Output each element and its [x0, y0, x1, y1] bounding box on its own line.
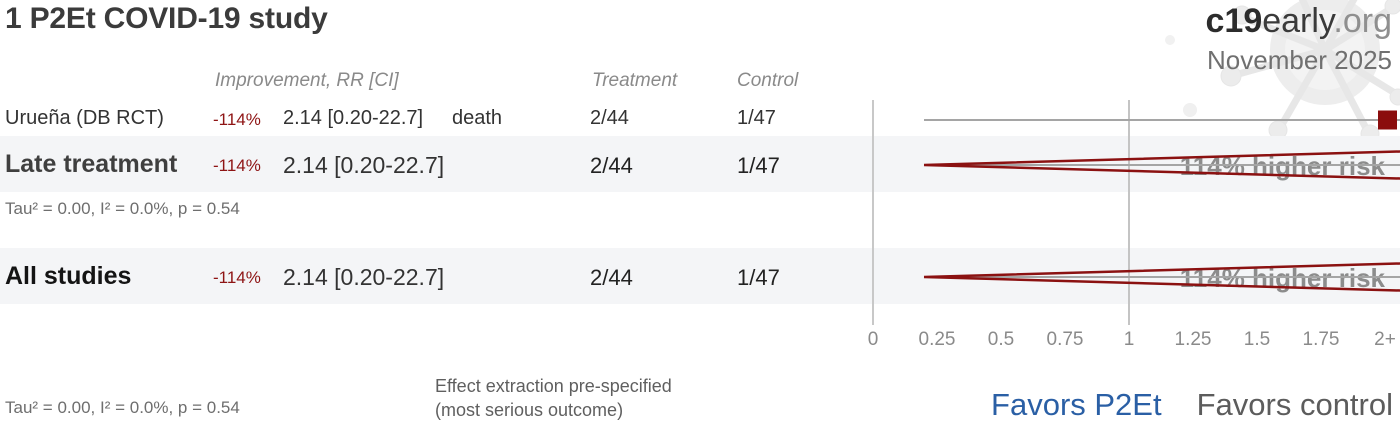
study-name-link[interactable]: Urueña (DB RCT)	[5, 107, 164, 129]
late-improvement-value: -114%	[213, 156, 261, 175]
all-improvement-value: -114%	[213, 268, 261, 287]
axis-tick-1: 1	[1123, 329, 1135, 350]
report-date: November 2025	[1207, 45, 1392, 75]
late-rr-ci-value: 2.14 [0.20-22.7]	[283, 152, 445, 178]
column-header-treatment: Treatment	[592, 70, 678, 91]
axis-tick-125: 1.25	[1174, 329, 1212, 350]
study-outcome-label: death	[452, 107, 503, 129]
site-logo-org: .org	[1333, 2, 1392, 40]
favors-treatment-label: Favors P2Et	[991, 387, 1162, 422]
site-logo[interactable]: c19early.org	[1206, 2, 1393, 41]
axis-tick-0: 0	[867, 329, 879, 350]
study-improvement-value: -114%	[213, 110, 261, 129]
axis-tick-175: 1.75	[1302, 329, 1340, 350]
axis-tick-15: 1.5	[1243, 329, 1271, 350]
study-point-square	[1378, 110, 1397, 130]
all-studies-label: All studies	[5, 262, 132, 290]
effect-extraction-note: Effect extraction pre-specified (most se…	[435, 374, 672, 422]
column-header-improvement: Improvement, RR [CI]	[215, 70, 399, 91]
favors-legend: Favors P2Et Favors control	[991, 387, 1393, 423]
overall-heterogeneity-stats: Tau² = 0.00, I² = 0.0%, p = 0.54	[5, 398, 240, 417]
site-logo-c19: c19	[1205, 2, 1263, 40]
late-control-events: 1/47	[737, 153, 780, 178]
late-heterogeneity-stats: Tau² = 0.00, I² = 0.0%, p = 0.54	[5, 199, 240, 218]
all-treatment-events: 2/44	[590, 265, 633, 290]
axis-tick-2plus: 2+	[1374, 329, 1396, 350]
axis-tick-05: 0.5	[987, 329, 1015, 350]
late-effect-annotation: 114% higher risk	[1179, 151, 1385, 181]
study-treatment-events: 2/44	[590, 107, 629, 129]
favors-control-label: Favors control	[1196, 387, 1393, 422]
site-logo-early: early	[1262, 2, 1334, 40]
column-header-control: Control	[737, 70, 799, 91]
all-rr-ci-value: 2.14 [0.20-22.7]	[283, 264, 445, 290]
axis-tick-025: 0.25	[918, 329, 956, 350]
study-control-events: 1/47	[737, 107, 776, 129]
all-effect-annotation: 114% higher risk	[1179, 263, 1385, 293]
page-title: 1 P2Et COVID-19 study	[5, 2, 328, 35]
effect-extraction-note-line2: (most serious outcome)	[435, 400, 624, 420]
axis-tick-075: 0.75	[1046, 329, 1084, 350]
study-rr-ci-value: 2.14 [0.20-22.7]	[283, 107, 424, 129]
effect-extraction-note-line1: Effect extraction pre-specified	[435, 376, 672, 396]
all-control-events: 1/47	[737, 265, 780, 290]
late-treatment-events: 2/44	[590, 153, 633, 178]
late-treatment-label: Late treatment	[5, 150, 178, 178]
